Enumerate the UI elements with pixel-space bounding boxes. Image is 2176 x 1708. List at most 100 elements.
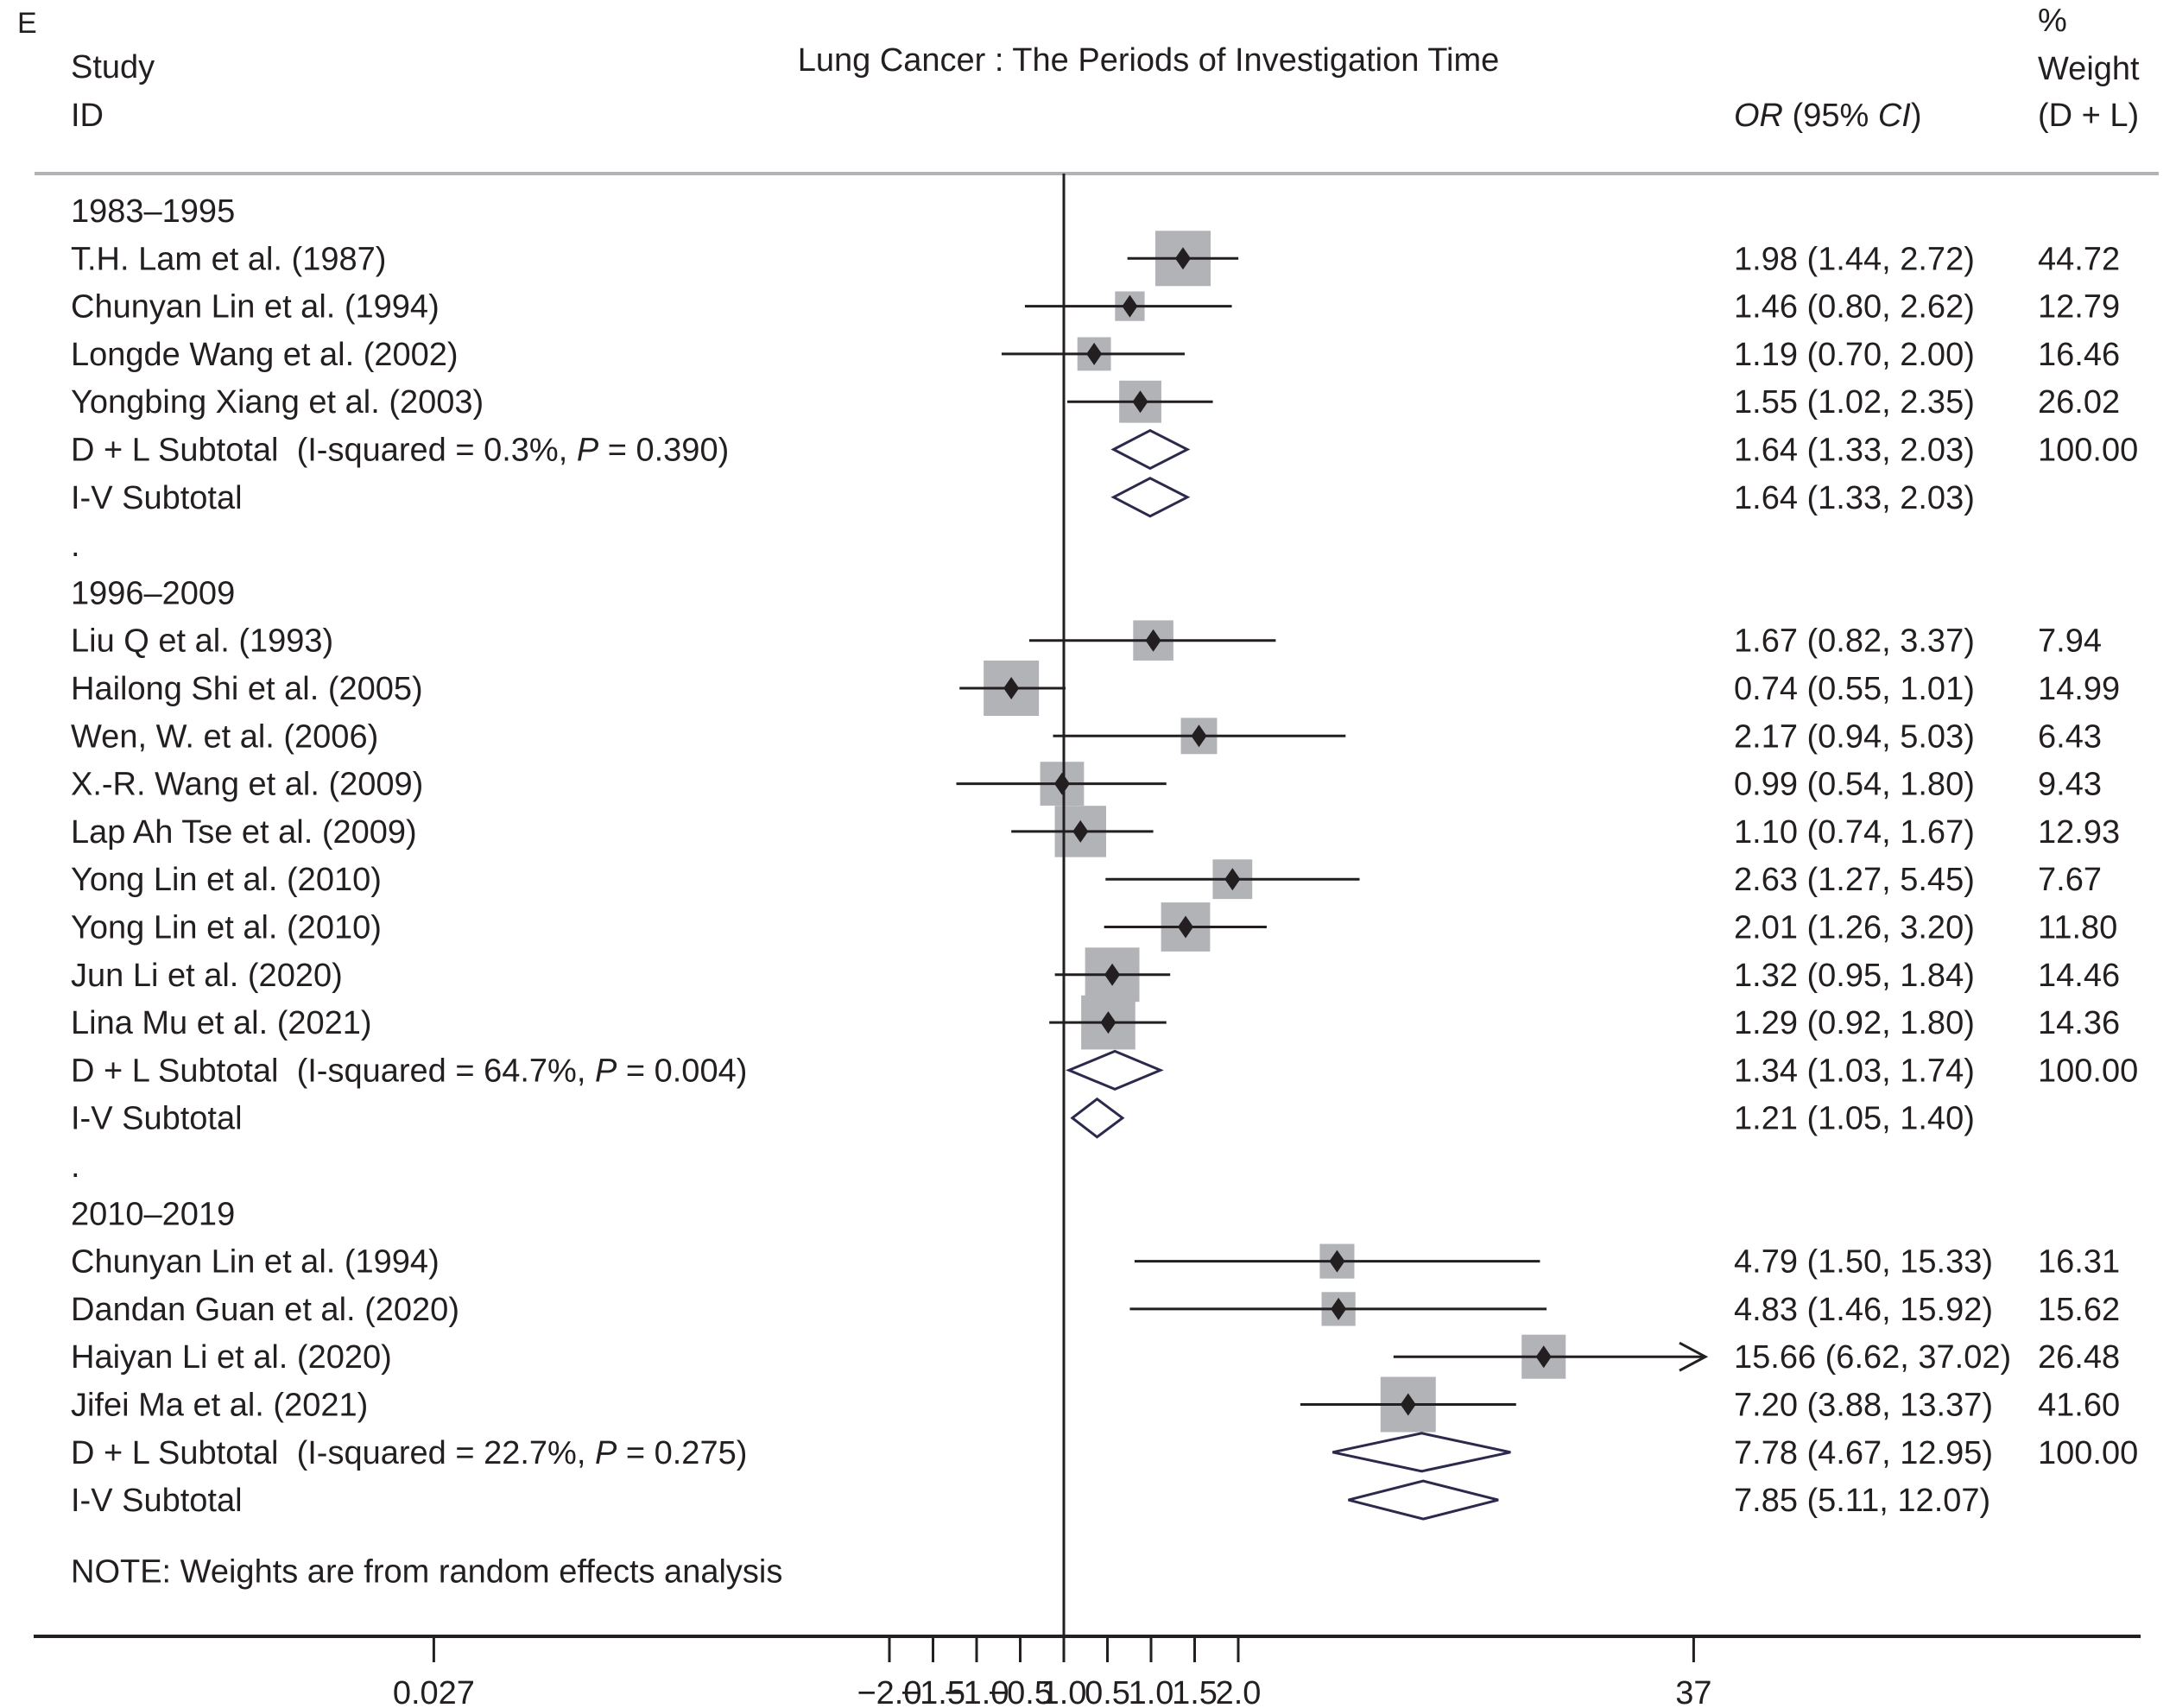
point-estimate-marker	[1178, 915, 1194, 939]
or-ci-value: 1.64 (1.33, 2.03)	[1734, 480, 1975, 516]
study-label: Chunyan Lin et al. (1994)	[71, 1244, 440, 1281]
or-ci-value: 7.78 (4.67, 12.95)	[1734, 1435, 1993, 1471]
point-estimate-marker	[1132, 390, 1148, 414]
study-label: Lina Mu et al. (2021)	[71, 1005, 372, 1041]
group-label: 2010–2019	[71, 1196, 235, 1232]
panel-label: E	[17, 7, 37, 40]
subtotal-label: I-V Subtotal	[71, 480, 243, 516]
or-ci-value: 1.34 (1.03, 1.74)	[1734, 1053, 1975, 1089]
p-symbol: P	[577, 433, 599, 469]
weight-value: 16.31	[2038, 1244, 2120, 1281]
point-estimate-marker	[1145, 629, 1161, 652]
study-label: Chunyan Lin et al. (1994)	[71, 289, 440, 326]
weight-value: 14.36	[2038, 1005, 2120, 1041]
or-ci-value: 1.21 (1.05, 1.40)	[1734, 1101, 1975, 1137]
weight-value: 26.48	[2038, 1339, 2120, 1376]
or-ci-value: 0.74 (0.55, 1.01)	[1734, 671, 1975, 707]
header-weight-dl: (D + L)	[2038, 98, 2139, 134]
pooled-estimate-diamond	[1332, 1432, 1511, 1473]
subtotal-heterogeneity: D + L Subtotal (I-squared = 64.7%,	[71, 1053, 595, 1089]
spacer-dot: .	[71, 528, 80, 564]
x-tick-label: 1.0	[1041, 1675, 1087, 1708]
group-label: 1996–2009	[71, 575, 235, 611]
point-estimate-marker	[1331, 1297, 1347, 1320]
x-tick-label: −1.5	[901, 1675, 965, 1708]
x-tick-label: 1.5	[1172, 1675, 1218, 1708]
study-label: Yong Lin et al. (2010)	[71, 862, 382, 898]
or-ci-value: 1.55 (1.02, 2.35)	[1734, 384, 1975, 421]
study-label: Liu Q et al. (1993)	[71, 623, 333, 660]
header-weight: Weight	[2038, 51, 2140, 87]
study-label: Lap Ah Tse et al. (2009)	[71, 814, 417, 851]
or-ci-value: 1.19 (0.70, 2.00)	[1734, 337, 1975, 373]
weight-value: 16.46	[2038, 337, 2120, 373]
p-value: = 0.390)	[598, 433, 729, 469]
marks-layer	[956, 231, 1709, 1521]
header-ci: CI	[1878, 98, 1911, 134]
point-estimate-marker	[1122, 294, 1138, 318]
subtotal-heterogeneity: D + L Subtotal (I-squared = 0.3%,	[71, 433, 577, 469]
point-estimate-marker	[1535, 1345, 1552, 1369]
p-value: = 0.004)	[617, 1053, 747, 1089]
study-label: Wen, W. et al. (2006)	[71, 718, 378, 755]
study-label: Yongbing Xiang et al. (2003)	[71, 384, 484, 421]
point-estimate-marker	[1104, 963, 1121, 986]
pooled-estimate-diamond	[1348, 1479, 1499, 1521]
weight-value: 7.67	[2038, 862, 2102, 898]
x-tick-label: 0.5	[1085, 1675, 1130, 1708]
weight-value: 14.99	[2038, 671, 2120, 707]
study-label: Jun Li et al. (2020)	[71, 958, 343, 994]
chart-title: Lung Cancer : The Periods of Investigati…	[798, 42, 1500, 79]
or-ci-value: 1.64 (1.33, 2.03)	[1734, 433, 1975, 469]
weight-value: 12.79	[2038, 289, 2120, 326]
weight-value: 15.62	[2038, 1292, 2120, 1328]
header-weight-pct: %	[2038, 3, 2067, 39]
subtotal-label: D + L Subtotal (I-squared = 0.3%, P = 0.…	[71, 433, 729, 469]
point-estimate-marker	[1400, 1393, 1416, 1416]
p-value: = 0.275)	[617, 1435, 747, 1471]
header-ci-close: )	[1911, 98, 1922, 134]
point-estimate-marker	[1174, 247, 1191, 270]
weight-value: 100.00	[2038, 1053, 2138, 1089]
or-ci-value: 7.85 (5.11, 12.07)	[1734, 1483, 1990, 1519]
weight-value: 44.72	[2038, 241, 2120, 277]
weight-value: 7.94	[2038, 623, 2102, 660]
point-estimate-marker	[1003, 677, 1020, 699]
or-ci-value: 1.29 (0.92, 1.80)	[1734, 1005, 1975, 1041]
x-axis-ticks: 0.027 −2.0−1.5−1.0−0.51.00.51.01.52.0 37	[393, 1636, 1712, 1708]
study-label: Dandan Guan et al. (2020)	[71, 1292, 459, 1328]
weight-value: 9.43	[2038, 767, 2102, 803]
or-ci-value: 1.32 (0.95, 1.84)	[1734, 958, 1975, 994]
subtotal-label: D + L Subtotal (I-squared = 22.7%, P = 0…	[71, 1435, 747, 1471]
subtotal-heterogeneity: D + L Subtotal (I-squared = 22.7%,	[71, 1435, 595, 1471]
point-estimate-marker	[1053, 772, 1070, 795]
pooled-estimate-diamond	[1070, 1097, 1125, 1139]
or-ci-value: 7.20 (3.88, 13.37)	[1734, 1388, 1993, 1424]
x-tick-label: 0.027	[393, 1675, 475, 1708]
or-ci-value: 4.79 (1.50, 15.33)	[1734, 1244, 1993, 1281]
subtotal-label: I-V Subtotal	[71, 1483, 243, 1519]
ci-truncation-arrow	[1679, 1341, 1709, 1372]
study-label: Yong Lin et al. (2010)	[71, 910, 382, 946]
study-label: Hailong Shi et al. (2005)	[71, 671, 423, 707]
weight-value: 12.93	[2038, 814, 2120, 851]
point-estimate-marker	[1100, 1011, 1116, 1034]
weight-value: 14.46	[2038, 958, 2120, 994]
p-symbol: P	[595, 1053, 617, 1089]
weight-value: 11.80	[2038, 910, 2117, 946]
or-ci-value: 2.63 (1.27, 5.45)	[1734, 862, 1975, 898]
point-estimate-marker	[1191, 724, 1207, 748]
weight-value: 6.43	[2038, 718, 2102, 755]
x-tick-label: 2.0	[1216, 1675, 1262, 1708]
or-ci-value: 15.66 (6.62, 37.02)	[1734, 1339, 2011, 1376]
header-or: OR	[1734, 98, 1783, 134]
study-label: Haiyan Li et al. (2020)	[71, 1339, 392, 1376]
header-or-rest: (95%	[1783, 98, 1878, 134]
pooled-estimate-diamond	[1110, 428, 1191, 471]
study-label: Longde Wang et al. (2002)	[71, 337, 459, 373]
or-ci-value: 1.98 (1.44, 2.72)	[1734, 241, 1975, 277]
spacer-dot: .	[71, 1148, 80, 1185]
point-estimate-marker	[1224, 868, 1241, 891]
point-estimate-marker	[1329, 1249, 1345, 1273]
